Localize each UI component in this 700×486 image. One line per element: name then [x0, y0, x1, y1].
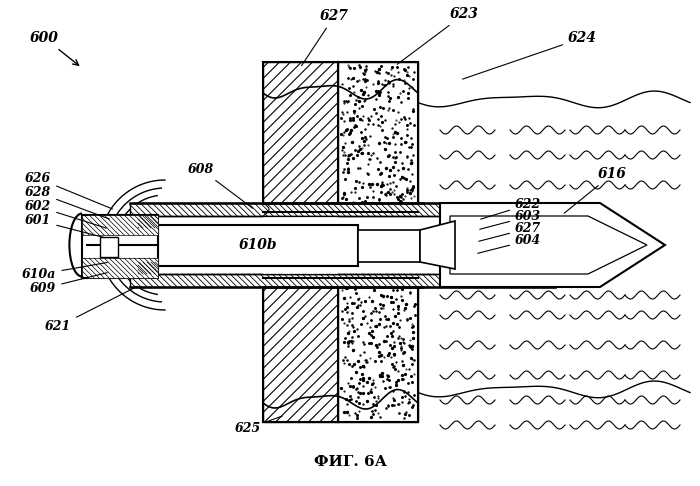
Text: 600: 600 — [30, 31, 78, 65]
Text: 601: 601 — [25, 214, 104, 237]
Bar — [263, 62, 338, 212]
Text: 625: 625 — [235, 416, 282, 435]
Text: 616: 616 — [564, 167, 627, 213]
Bar — [358, 230, 420, 262]
Text: 623: 623 — [397, 7, 479, 64]
Text: 624: 624 — [463, 31, 597, 79]
Bar — [263, 278, 338, 422]
Bar — [82, 258, 158, 278]
Text: 610a: 610a — [22, 262, 107, 281]
Text: ФИГ. 6А: ФИГ. 6А — [314, 455, 386, 469]
Text: 604: 604 — [477, 234, 541, 253]
Text: 608: 608 — [188, 163, 253, 208]
Text: 610b: 610b — [239, 238, 277, 252]
Bar — [130, 274, 555, 287]
Bar — [338, 62, 418, 212]
Text: 627: 627 — [302, 9, 349, 66]
Text: 603: 603 — [480, 210, 541, 229]
Polygon shape — [420, 221, 455, 269]
Bar — [338, 278, 418, 422]
Bar — [130, 203, 555, 287]
Text: 622: 622 — [481, 198, 541, 219]
Text: 609: 609 — [30, 273, 107, 295]
Bar — [130, 203, 555, 216]
Text: 621: 621 — [45, 286, 137, 333]
Text: 628: 628 — [25, 186, 109, 219]
Bar — [100, 237, 118, 257]
Polygon shape — [440, 203, 665, 287]
Polygon shape — [450, 216, 647, 274]
Bar — [263, 216, 338, 274]
Text: 626: 626 — [25, 172, 113, 209]
Bar — [82, 215, 158, 235]
Text: 602: 602 — [25, 200, 106, 228]
Text: 627: 627 — [479, 222, 541, 242]
Bar — [82, 215, 158, 278]
Bar — [158, 225, 358, 266]
